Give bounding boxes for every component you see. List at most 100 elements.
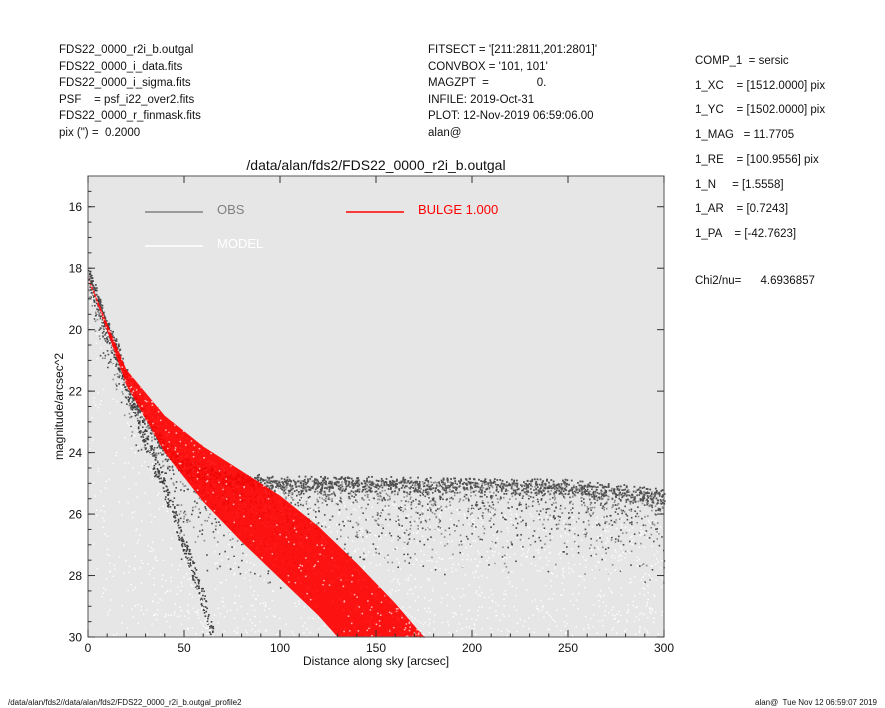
model-point bbox=[560, 534, 562, 537]
obs-point bbox=[470, 507, 473, 510]
obs-point bbox=[490, 482, 493, 485]
obs-point bbox=[404, 504, 406, 507]
obs-point bbox=[564, 481, 567, 484]
obs-point bbox=[649, 495, 652, 497]
obs-point bbox=[603, 495, 605, 498]
obs-point bbox=[276, 484, 279, 487]
obs-point bbox=[440, 533, 443, 535]
obs-point bbox=[369, 489, 372, 492]
obs-point bbox=[289, 483, 292, 486]
model-point bbox=[617, 621, 619, 623]
model-point bbox=[561, 635, 563, 638]
obs-point bbox=[446, 498, 448, 500]
obs-point bbox=[592, 491, 595, 494]
model-point bbox=[426, 560, 428, 562]
model-point bbox=[229, 530, 231, 533]
obs-point bbox=[466, 517, 469, 519]
obs-point bbox=[178, 538, 180, 541]
model-point bbox=[93, 396, 95, 399]
obs-point bbox=[471, 487, 473, 489]
obs-point bbox=[364, 481, 366, 484]
obs-point bbox=[644, 581, 646, 584]
model-point bbox=[572, 516, 574, 518]
obs-point bbox=[384, 489, 386, 492]
obs-point bbox=[104, 334, 107, 336]
obs-point bbox=[638, 565, 641, 567]
obs-point bbox=[185, 550, 188, 553]
obs-point bbox=[193, 571, 196, 574]
obs-point bbox=[212, 531, 215, 533]
obs-point bbox=[343, 547, 346, 550]
obs-point bbox=[94, 287, 97, 290]
obs-point bbox=[205, 509, 208, 512]
obs-point bbox=[313, 482, 316, 484]
obs-point bbox=[651, 491, 653, 493]
obs-point bbox=[391, 483, 393, 486]
obs-point bbox=[581, 487, 583, 489]
obs-point bbox=[162, 449, 164, 452]
obs-point bbox=[591, 488, 593, 491]
obs-point bbox=[574, 494, 577, 497]
obs-point bbox=[112, 362, 115, 365]
model-point bbox=[491, 599, 494, 602]
obs-point bbox=[375, 484, 378, 487]
obs-point bbox=[95, 314, 98, 317]
obs-point bbox=[534, 486, 536, 488]
obs-point bbox=[634, 542, 637, 545]
obs-point bbox=[541, 491, 543, 494]
model-point bbox=[545, 529, 547, 532]
obs-point bbox=[481, 484, 483, 487]
obs-point bbox=[527, 489, 529, 492]
model-point bbox=[480, 540, 482, 542]
obs-point bbox=[405, 485, 408, 488]
obs-point bbox=[137, 411, 139, 413]
obs-point bbox=[100, 327, 103, 330]
obs-point bbox=[503, 483, 506, 486]
model-point bbox=[94, 316, 97, 319]
obs-point bbox=[494, 508, 497, 511]
obs-point bbox=[355, 521, 358, 524]
model-point bbox=[108, 555, 111, 557]
model-point bbox=[513, 553, 516, 555]
obs-point bbox=[397, 482, 400, 484]
obs-point bbox=[374, 486, 377, 488]
obs-point bbox=[398, 489, 401, 492]
obs-point bbox=[101, 357, 104, 360]
obs-point bbox=[660, 502, 663, 505]
obs-point bbox=[633, 499, 636, 501]
obs-point bbox=[454, 482, 457, 485]
header-right-block: COMP_1 = sersic 1_XC = [1512.0000] pix 1_Y… bbox=[695, 49, 825, 247]
obs-point bbox=[539, 518, 541, 521]
obs-point bbox=[147, 427, 150, 430]
obs-point bbox=[289, 490, 292, 492]
model-point bbox=[246, 631, 249, 634]
obs-point bbox=[511, 486, 513, 488]
obs-point bbox=[320, 487, 323, 490]
obs-point bbox=[88, 297, 91, 299]
obs-point bbox=[117, 367, 120, 369]
obs-point bbox=[391, 490, 394, 493]
obs-point bbox=[388, 495, 391, 498]
model-point bbox=[361, 530, 364, 533]
obs-point bbox=[393, 500, 396, 503]
model-point bbox=[579, 575, 581, 577]
model-point bbox=[363, 565, 365, 568]
obs-point bbox=[634, 510, 636, 513]
obs-point bbox=[281, 481, 284, 484]
obs-point bbox=[102, 330, 105, 333]
model-point bbox=[448, 557, 451, 560]
obs-point bbox=[268, 479, 271, 482]
obs-point bbox=[523, 481, 525, 483]
obs-point bbox=[389, 488, 392, 491]
model-point bbox=[516, 536, 519, 539]
obs-point bbox=[95, 312, 97, 315]
model-point bbox=[253, 564, 255, 566]
obs-point bbox=[159, 473, 162, 476]
obs-point bbox=[503, 492, 506, 495]
model-point bbox=[177, 568, 179, 571]
obs-point bbox=[430, 485, 432, 488]
obs-point bbox=[611, 506, 614, 509]
obs-point bbox=[387, 513, 390, 516]
obs-point bbox=[259, 575, 262, 577]
obs-point bbox=[605, 502, 607, 505]
